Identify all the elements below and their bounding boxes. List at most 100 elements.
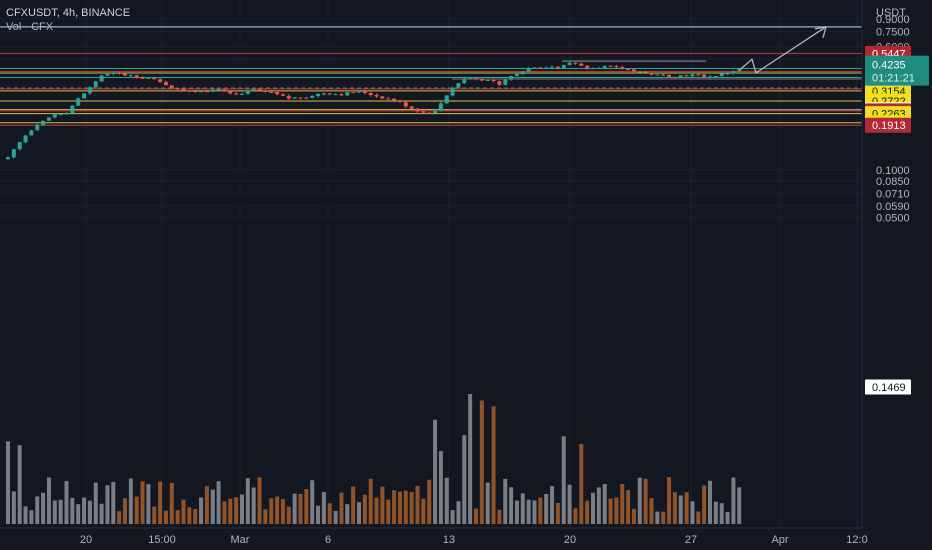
volume-bar	[87, 500, 92, 524]
volume-bar	[193, 508, 198, 524]
symbol-title[interactable]: CFXUSDT, 4h, BINANCE	[6, 7, 131, 19]
y-tick-label: 0.1000	[876, 165, 910, 177]
volume-bar	[409, 492, 414, 524]
volume-bar	[82, 497, 87, 524]
volume-bar	[316, 505, 321, 524]
volume-bar	[474, 508, 478, 524]
candle-body	[649, 72, 654, 75]
volume-bar	[479, 400, 484, 524]
volume-bar	[649, 498, 654, 524]
candle-body	[204, 91, 209, 93]
candle-body	[187, 90, 192, 92]
candle-body	[87, 87, 92, 94]
candle-body	[11, 149, 16, 158]
candle-body	[474, 78, 478, 80]
projection-path[interactable]	[739, 26, 827, 74]
candle-body	[567, 62, 572, 66]
volume-bar	[134, 496, 139, 524]
candle-body	[70, 105, 75, 114]
volume-bar	[163, 510, 168, 524]
candle-body	[175, 88, 180, 90]
volume-bar	[737, 487, 742, 524]
candle-body	[620, 67, 625, 70]
volume-bar	[70, 497, 75, 524]
candle-body	[456, 83, 461, 88]
candle-body	[608, 65, 613, 67]
price-badge	[865, 117, 911, 133]
volume-bar	[661, 511, 666, 524]
volume-bar	[626, 489, 631, 524]
volume-bar	[497, 509, 502, 524]
candle-body	[234, 93, 239, 95]
volume-bar	[555, 503, 560, 524]
candle-body	[397, 100, 402, 103]
volume-bar	[245, 478, 250, 524]
volume-bar	[573, 508, 578, 524]
volume-bar	[234, 497, 239, 524]
candle-body	[462, 78, 467, 84]
volume-bar	[643, 478, 648, 524]
candle-body	[719, 73, 724, 77]
candle-body	[111, 72, 116, 74]
candle-body	[298, 97, 303, 99]
volume-bar	[64, 481, 69, 524]
volume-bar	[532, 500, 537, 524]
candle-body	[374, 95, 379, 97]
candle-body	[532, 67, 537, 69]
candle-body	[427, 112, 432, 114]
x-tick-label: Mar	[231, 534, 250, 546]
volume-bar	[596, 487, 601, 524]
price-badge-label: 0.1913	[872, 120, 906, 132]
x-tick-label: 12:0	[846, 534, 867, 546]
time-axis[interactable]: 20 15:00 Mar 6 13 20 27 Apr 12:0	[80, 534, 868, 546]
candle-body	[251, 89, 256, 91]
volume-bar	[280, 499, 285, 524]
volume-bar	[152, 506, 157, 524]
y-tick-label: 0.0710	[876, 188, 910, 200]
volume-bar	[719, 503, 724, 524]
volume-bar	[275, 496, 280, 524]
volume-bar	[240, 494, 244, 524]
candle-body	[240, 93, 244, 95]
volume-bar	[140, 481, 145, 524]
candle-body	[561, 65, 566, 69]
volume-bar	[374, 497, 379, 524]
candle-body	[140, 77, 145, 79]
volume-bar	[509, 487, 514, 524]
axis-unit: USDT	[876, 7, 906, 19]
candle-body	[280, 94, 285, 96]
candle-body	[29, 130, 34, 136]
candle-body	[579, 63, 584, 66]
candle-body	[362, 90, 367, 94]
volume-bar	[333, 511, 338, 524]
candle-body	[538, 67, 543, 69]
volume-indicator-label[interactable]: Vol · CFX	[6, 21, 54, 33]
projection-arrowhead[interactable]	[814, 26, 827, 39]
volume-bar	[684, 492, 689, 524]
volume-bar	[427, 479, 432, 524]
y-tick-label: 0.7500	[876, 26, 910, 38]
volume-bar	[450, 510, 455, 524]
candle-body	[684, 75, 689, 77]
candle-body	[339, 94, 344, 96]
volume-bar	[146, 484, 151, 524]
candle-body	[333, 94, 338, 96]
y-tick-label: 0.0850	[876, 176, 910, 188]
candle-body	[702, 74, 707, 77]
x-tick-label: Apr	[771, 534, 788, 546]
volume-bar	[105, 485, 110, 524]
trend-drawings[interactable]	[739, 26, 827, 74]
candle-body	[591, 68, 595, 70]
candle-body	[286, 95, 291, 99]
candle-body	[438, 103, 443, 111]
volume-bar	[579, 443, 584, 524]
current-price-label: 0.4235	[872, 60, 906, 72]
volume-bar	[181, 499, 186, 524]
x-tick-label: 20	[80, 534, 92, 546]
x-tick-label: 20	[564, 534, 576, 546]
volume-bar	[204, 486, 209, 524]
candle-body	[128, 75, 133, 77]
candle-body	[479, 79, 484, 81]
volume-bar	[327, 503, 332, 524]
